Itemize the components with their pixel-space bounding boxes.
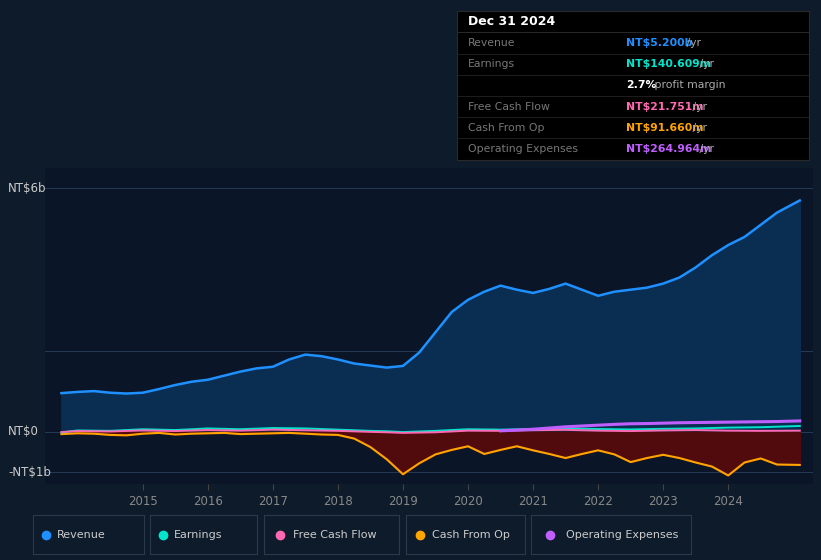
Text: Dec 31 2024: Dec 31 2024 <box>468 15 555 29</box>
Text: /yr: /yr <box>689 123 707 133</box>
Text: Cash From Op: Cash From Op <box>468 123 544 133</box>
Text: Operating Expenses: Operating Expenses <box>468 144 578 154</box>
Text: NT$91.660m: NT$91.660m <box>626 123 704 133</box>
Text: Revenue: Revenue <box>57 530 106 540</box>
Text: Revenue: Revenue <box>468 38 516 48</box>
Text: NT$264.964m: NT$264.964m <box>626 144 711 154</box>
Text: NT$0: NT$0 <box>8 425 39 438</box>
Text: NT$21.751m: NT$21.751m <box>626 101 704 111</box>
Text: profit margin: profit margin <box>651 81 726 90</box>
Text: Earnings: Earnings <box>468 59 515 69</box>
Text: /yr: /yr <box>695 144 713 154</box>
Text: NT$140.609m: NT$140.609m <box>626 59 711 69</box>
Text: Free Cash Flow: Free Cash Flow <box>293 530 377 540</box>
Text: 2.7%: 2.7% <box>626 81 657 90</box>
Text: NT$6b: NT$6b <box>8 182 47 195</box>
Text: /yr: /yr <box>683 38 701 48</box>
Text: Operating Expenses: Operating Expenses <box>566 530 679 540</box>
Text: NT$5.200b: NT$5.200b <box>626 38 692 48</box>
Text: /yr: /yr <box>695 59 713 69</box>
Text: Cash From Op: Cash From Op <box>432 530 510 540</box>
Text: -NT$1b: -NT$1b <box>8 466 51 479</box>
Text: Free Cash Flow: Free Cash Flow <box>468 101 550 111</box>
Text: Earnings: Earnings <box>174 530 222 540</box>
Text: /yr: /yr <box>689 101 707 111</box>
